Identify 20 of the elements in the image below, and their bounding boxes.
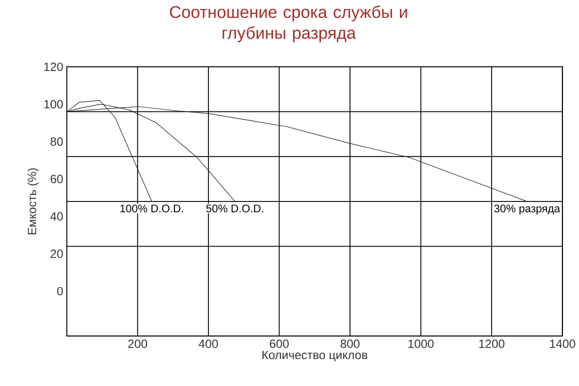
y-tick-label: 100 bbox=[44, 100, 63, 108]
y-tick-label: 40 bbox=[50, 212, 63, 221]
y-tick-label: 60 bbox=[50, 174, 63, 184]
x-tick-label: 800 bbox=[340, 340, 360, 348]
x-tick-label: 1000 bbox=[408, 340, 434, 348]
series-label: 30% разряда bbox=[494, 204, 560, 215]
series-label: 50% D.O.D. bbox=[206, 204, 264, 212]
series-label: 100% D.O.D. bbox=[120, 204, 183, 212]
y-tick-label: 120 bbox=[44, 62, 63, 72]
y-tick-label: 0 bbox=[57, 287, 63, 296]
y-tick-label: 80 bbox=[50, 137, 63, 146]
x-tick-label: 1400 bbox=[550, 340, 576, 348]
x-tick-label: 200 bbox=[128, 340, 148, 348]
y-tick-label: 20 bbox=[50, 250, 63, 258]
x-axis-title: Количество циклов bbox=[262, 350, 368, 362]
x-tick-label: 400 bbox=[198, 340, 218, 348]
chart-title: Соотношение срока службы и глубины разряда bbox=[170, 6, 408, 42]
x-tick-label: 600 bbox=[270, 340, 289, 348]
x-tick-label: 1200 bbox=[479, 340, 504, 348]
y-axis-title: Емкость (%) bbox=[27, 168, 39, 234]
